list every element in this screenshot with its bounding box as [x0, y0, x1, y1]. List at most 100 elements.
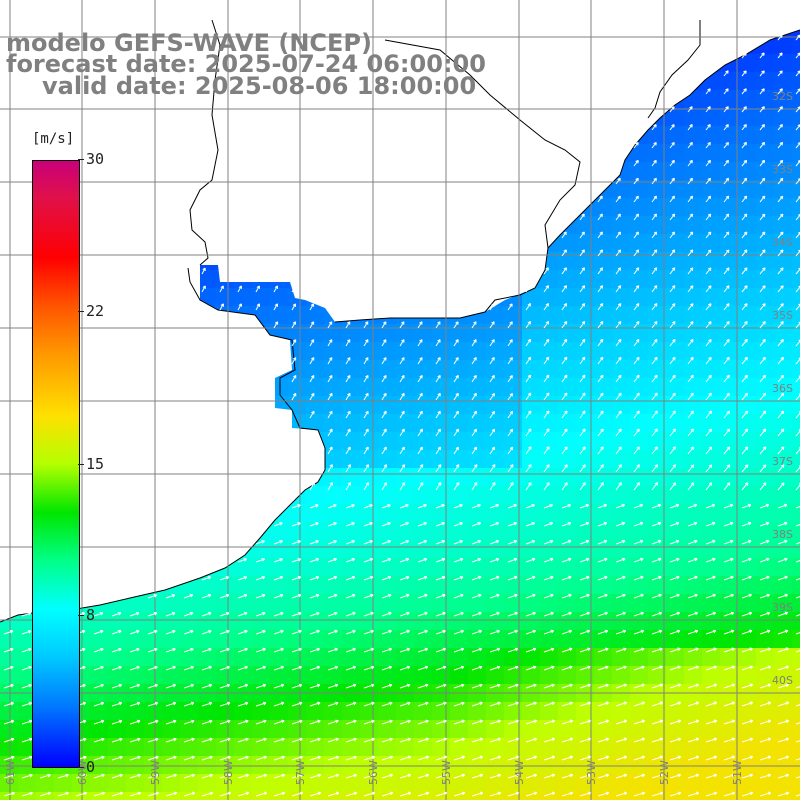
wind-arrow: [543, 410, 550, 419]
wind-speed-cell: [774, 702, 793, 721]
wind-speed-cell: [702, 432, 721, 451]
wind-speed-cell: [504, 468, 523, 487]
wind-speed-cell: [702, 468, 721, 487]
wind-arrow: [651, 737, 664, 743]
wind-speed-cell: [126, 756, 145, 775]
wind-arrow: [435, 446, 441, 455]
wind-arrow: [669, 701, 682, 707]
wind-speed-cell: [252, 792, 271, 800]
wind-arrow: [543, 791, 556, 797]
wind-arrow: [435, 773, 448, 779]
wind-speed-cell: [360, 576, 379, 595]
wind-speed-cell: [378, 360, 397, 379]
wind-speed-cell: [720, 72, 739, 91]
wind-speed-cell: [756, 198, 775, 217]
wind-speed-cell: [612, 720, 631, 739]
wind-speed-cell: [360, 378, 379, 397]
wind-speed-cell: [738, 360, 757, 379]
wind-arrow: [471, 755, 484, 761]
wind-speed-cell: [306, 558, 325, 577]
wind-arrow: [219, 629, 230, 635]
wind-speed-cell: [792, 612, 800, 631]
wind-speed-cell: [756, 216, 775, 235]
wind-arrow: [489, 446, 496, 455]
wind-speed-cell: [198, 774, 217, 793]
wind-speed-cell: [738, 450, 757, 469]
wind-speed-cell: [648, 360, 667, 379]
wind-arrow: [615, 410, 622, 419]
wind-speed-cell: [792, 504, 800, 523]
wind-arrow: [579, 249, 585, 257]
wind-speed-cell: [432, 648, 451, 667]
wind-arrow: [309, 575, 320, 581]
wind-arrow: [705, 446, 713, 455]
wind-arrow: [453, 773, 466, 779]
wind-arrow: [435, 503, 445, 509]
wind-speed-cell: [324, 612, 343, 631]
wind-arrow: [21, 719, 33, 725]
wind-arrow: [417, 665, 429, 671]
wind-arrow: [273, 575, 284, 581]
wind-arrow: [489, 629, 500, 635]
wind-speed-cell: [630, 504, 649, 523]
wind-speed-cell: [792, 252, 800, 271]
wind-arrow: [363, 504, 373, 509]
wind-speed-cell: [738, 252, 757, 271]
wind-speed-cell: [396, 522, 415, 541]
wind-speed-cell: [702, 90, 721, 109]
wind-speed-cell: [378, 792, 397, 800]
wind-arrow: [75, 773, 87, 779]
colorbar-tick-22: 22: [77, 302, 105, 320]
wind-arrow: [795, 614, 800, 617]
wind-speed-cell: [234, 720, 253, 739]
wind-arrow: [309, 773, 322, 779]
wind-speed-cell: [450, 720, 469, 739]
wind-speed-cell: [360, 468, 379, 487]
wind-arrow: [687, 665, 699, 671]
wind-arrow: [561, 249, 567, 257]
wind-speed-cell: [540, 270, 559, 289]
wind-speed-cell: [414, 360, 433, 379]
wind-speed-cell: [522, 288, 541, 307]
wind-arrow: [759, 141, 766, 149]
wind-arrow: [255, 593, 266, 599]
wind-arrow: [453, 629, 464, 635]
wind-arrow: [255, 647, 266, 653]
wind-arrow: [381, 521, 391, 527]
wind-arrow: [363, 557, 374, 563]
wind-arrow: [399, 701, 411, 707]
wind-speed-cell: [360, 522, 379, 541]
wind-arrow: [435, 482, 442, 491]
wind-arrow: [309, 791, 322, 797]
wind-speed-cell: [612, 216, 631, 235]
wind-arrow: [255, 303, 260, 311]
wind-speed-cell: [792, 468, 800, 487]
wind-arrow: [579, 338, 586, 347]
wind-speed-cell: [198, 792, 217, 800]
wind-arrow: [237, 665, 248, 671]
colorbar: [32, 160, 80, 768]
wind-speed-cell: [126, 720, 145, 739]
wind-arrow: [255, 719, 267, 725]
wind-arrow: [363, 357, 369, 365]
wind-arrow: [669, 303, 676, 311]
wind-arrow: [363, 773, 376, 779]
wind-speed-cell: [360, 630, 379, 649]
wind-arrow: [795, 375, 800, 383]
wind-arrow: [345, 593, 356, 599]
wind-arrow: [705, 464, 713, 473]
wind-speed-cell: [558, 792, 577, 800]
wind-speed-cell: [720, 162, 739, 181]
wind-speed-cell: [558, 504, 577, 523]
wind-arrow: [651, 755, 664, 761]
wind-arrow: [777, 719, 790, 725]
wind-arrow: [291, 504, 301, 509]
wind-arrow: [525, 464, 532, 473]
wind-arrow: [741, 593, 752, 599]
wind-arrow: [291, 629, 302, 635]
wind-speed-cell: [630, 252, 649, 271]
wind-arrow: [129, 611, 140, 617]
wind-arrow: [579, 701, 591, 707]
wind-speed-cell: [792, 720, 800, 739]
wind-arrow: [759, 773, 772, 779]
